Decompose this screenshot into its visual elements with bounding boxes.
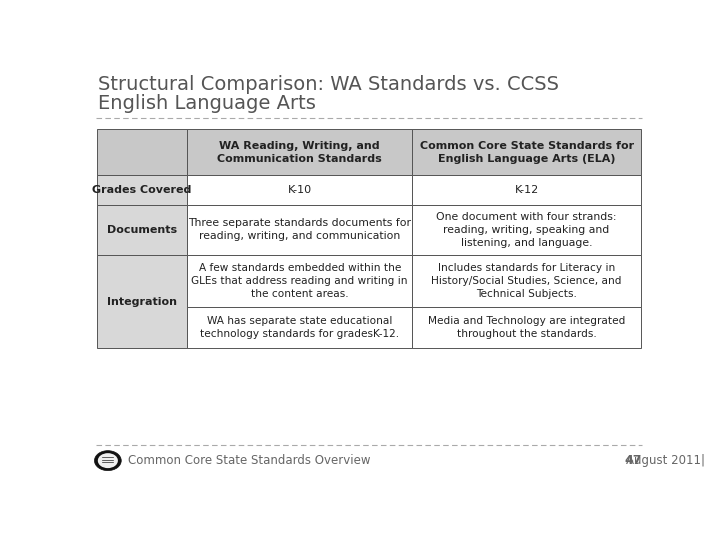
Text: 47: 47 — [624, 454, 642, 467]
Bar — [97, 255, 187, 348]
Text: Includes standards for Literacy in
History/Social Studies, Science, and
Technica: Includes standards for Literacy in Histo… — [431, 263, 622, 299]
Text: K-12: K-12 — [515, 185, 539, 195]
Bar — [187, 307, 413, 348]
Text: English Language Arts: English Language Arts — [99, 94, 316, 113]
Text: Grades Covered: Grades Covered — [92, 185, 192, 195]
Text: Documents: Documents — [107, 225, 177, 235]
Bar — [187, 175, 413, 205]
Bar — [413, 205, 641, 255]
Text: Integration: Integration — [107, 296, 177, 307]
Circle shape — [98, 453, 118, 468]
Bar — [413, 129, 641, 175]
Circle shape — [94, 451, 121, 471]
Text: Media and Technology are integrated
throughout the standards.: Media and Technology are integrated thro… — [428, 316, 625, 339]
Text: Common Core State Standards Overview: Common Core State Standards Overview — [128, 454, 371, 467]
Text: A few standards embedded within the
GLEs that address reading and writing in
the: A few standards embedded within the GLEs… — [192, 263, 408, 299]
Text: August 2011|: August 2011| — [626, 454, 712, 467]
Bar — [413, 255, 641, 307]
Text: WA Reading, Writing, and
Communication Standards: WA Reading, Writing, and Communication S… — [217, 141, 382, 164]
Bar — [97, 205, 187, 255]
Text: One document with four strands:
reading, writing, speaking and
listening, and la: One document with four strands: reading,… — [436, 212, 617, 248]
Text: WA has separate state educational
technology standards for gradesK-12.: WA has separate state educational techno… — [200, 316, 400, 339]
Text: K-10: K-10 — [288, 185, 312, 195]
Bar — [187, 129, 413, 175]
Text: Common Core State Standards for
English Language Arts (ELA): Common Core State Standards for English … — [420, 141, 634, 164]
Bar — [97, 175, 187, 205]
Bar — [187, 205, 413, 255]
Bar — [187, 255, 413, 307]
Text: Structural Comparison: WA Standards vs. CCSS: Structural Comparison: WA Standards vs. … — [99, 75, 559, 94]
Bar — [413, 175, 641, 205]
Text: Three separate standards documents for
reading, writing, and communication: Three separate standards documents for r… — [188, 219, 411, 241]
Bar — [97, 129, 187, 175]
Bar — [413, 307, 641, 348]
